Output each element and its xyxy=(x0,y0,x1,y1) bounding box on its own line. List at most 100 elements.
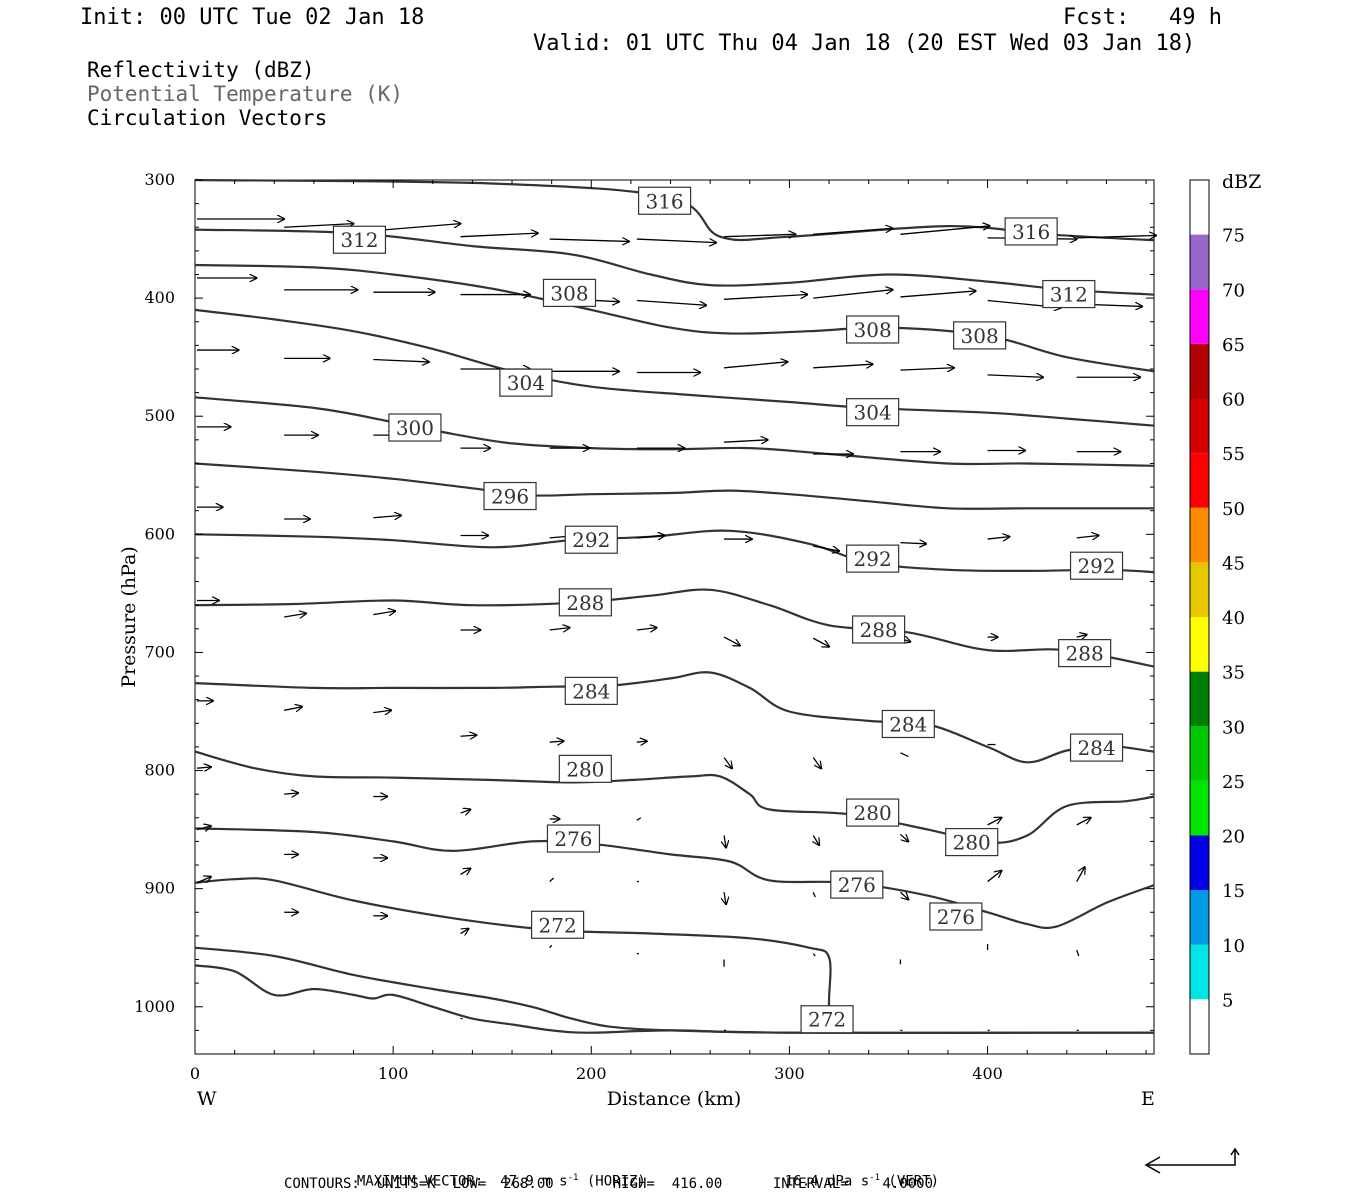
y-tick-label: 800 xyxy=(144,761,175,780)
contour-label: 312 xyxy=(340,228,378,252)
contour-label: 300 xyxy=(396,416,434,440)
circulation-vector xyxy=(987,818,1002,826)
contour-label-box xyxy=(1069,733,1124,762)
contour-label-box xyxy=(945,827,999,857)
circulation-vector xyxy=(899,833,908,841)
circulation-vector xyxy=(1076,949,1080,957)
contour-label: 284 xyxy=(572,679,610,703)
contour-label: 308 xyxy=(961,324,999,348)
colorbar-cell xyxy=(1190,890,1209,945)
contour-label: 276 xyxy=(937,905,975,929)
colorbar-cell xyxy=(1190,780,1209,836)
colorbar-cell xyxy=(1190,507,1209,563)
colorbar-label: 25 xyxy=(1222,772,1245,793)
circulation-vector xyxy=(900,226,989,235)
theta-contour-300 xyxy=(194,396,1155,467)
colorbar-cell xyxy=(1190,726,1209,781)
circulation-vector xyxy=(1076,818,1091,826)
contour-label-box xyxy=(851,615,906,644)
circulation-vector xyxy=(549,239,629,241)
forecast-hour: Fcst: 49 h xyxy=(1063,5,1222,30)
colorbar-cell xyxy=(1190,671,1209,727)
theta-contour-ground xyxy=(194,964,1155,1034)
circulation-vector xyxy=(549,877,555,883)
y-tick-label: 1000 xyxy=(134,997,175,1016)
contour-label-box xyxy=(332,225,387,254)
circulation-vector xyxy=(724,440,768,442)
contour-label-box xyxy=(546,824,601,853)
contour-label: 276 xyxy=(554,827,592,851)
colorbar-label: 10 xyxy=(1222,936,1245,957)
x-tick-label: 400 xyxy=(972,1064,1003,1083)
circulation-vector xyxy=(549,741,564,742)
x-tick-label: 0 xyxy=(190,1064,200,1083)
contour-label-box xyxy=(483,481,537,511)
contour-label-box xyxy=(388,413,442,442)
circulation-vector xyxy=(723,636,740,645)
circulation-vector xyxy=(636,628,657,630)
contour-label: 292 xyxy=(854,547,892,571)
colorbar-label: 15 xyxy=(1222,881,1245,902)
contour-label-box xyxy=(558,588,612,617)
circulation-vector xyxy=(284,613,306,617)
circulation-vector xyxy=(196,767,211,768)
circulation-vector xyxy=(284,224,353,228)
contour-label: 288 xyxy=(859,618,897,642)
max-vector-vert-exp: -1 xyxy=(869,1173,880,1183)
colorbar-cell xyxy=(1190,944,1209,1000)
y-axis-label: Pressure (hPa) xyxy=(118,546,140,688)
circulation-vector xyxy=(460,929,469,934)
colorbar-label: 75 xyxy=(1222,226,1245,247)
circulation-vector xyxy=(636,535,665,537)
contour-label-box xyxy=(564,676,618,706)
colorbar-title: dBZ xyxy=(1222,171,1261,193)
east-label: E xyxy=(1141,1088,1155,1110)
circulation-vector xyxy=(284,793,298,794)
colorbar-label: 65 xyxy=(1222,335,1245,356)
max-vector-horiz-suffix: (HORIZ) xyxy=(578,1173,646,1190)
max-vector-vert-suffix: (VERT) xyxy=(880,1173,940,1190)
max-vector-vert-note: 16.4 dPa s-1 (VERT) xyxy=(768,1157,939,1190)
contour-label-box xyxy=(881,709,935,739)
circulation-vector xyxy=(460,809,471,813)
circulation-vector xyxy=(812,637,829,646)
contour-label-box xyxy=(846,315,900,344)
circulation-vector xyxy=(900,368,953,370)
circulation-vector xyxy=(724,892,726,904)
theta-contour-292 xyxy=(194,529,1155,574)
circulation-vector xyxy=(460,868,471,874)
contour-label-box xyxy=(499,368,553,397)
theta-contour-288 xyxy=(194,588,1155,668)
y-tick-label: 500 xyxy=(144,406,175,425)
colorbar-label: 30 xyxy=(1222,717,1245,738)
contour-label: 308 xyxy=(854,318,892,342)
contour-label-box xyxy=(830,870,884,899)
colorbar-label: 45 xyxy=(1222,553,1245,574)
circulation-vector xyxy=(812,757,821,769)
colorbar-cell xyxy=(1190,835,1209,891)
max-vector-vert: 16.4 dPa s xyxy=(784,1173,870,1190)
contour-info: CONTOURS: UNITS=K LOW= 268.00 HIGH= 416.… xyxy=(284,1176,934,1192)
colorbar-cell xyxy=(1190,234,1209,290)
max-vector-note: MAXIMUM VECTOR: 47.9 m s-1 (HORIZ) xyxy=(340,1157,646,1190)
contour-label: 304 xyxy=(854,401,892,425)
colorbar-label: 40 xyxy=(1222,608,1245,629)
circulation-vector xyxy=(900,543,926,544)
circulation-vector xyxy=(1076,867,1085,882)
plot-frame xyxy=(194,179,1155,1055)
y-tick-label: 700 xyxy=(144,642,175,661)
x-tick-label: 300 xyxy=(774,1064,805,1083)
contour-label: 284 xyxy=(889,712,927,736)
colorbar-cell xyxy=(1190,562,1209,617)
theta-contour-276 xyxy=(194,827,1155,929)
init-time: Init: 00 UTC Tue 02 Jan 18 xyxy=(80,5,425,30)
contour-label: 288 xyxy=(566,591,604,615)
circulation-vector xyxy=(1076,235,1156,237)
contour-label-box xyxy=(542,278,597,307)
circulation-vector xyxy=(196,877,211,884)
circulation-vector xyxy=(1076,635,1087,637)
theta-contour-304 xyxy=(194,308,1155,427)
theta-contour-296 xyxy=(194,462,1154,510)
circulation-vector xyxy=(900,291,975,298)
circulation-vector xyxy=(900,752,909,758)
